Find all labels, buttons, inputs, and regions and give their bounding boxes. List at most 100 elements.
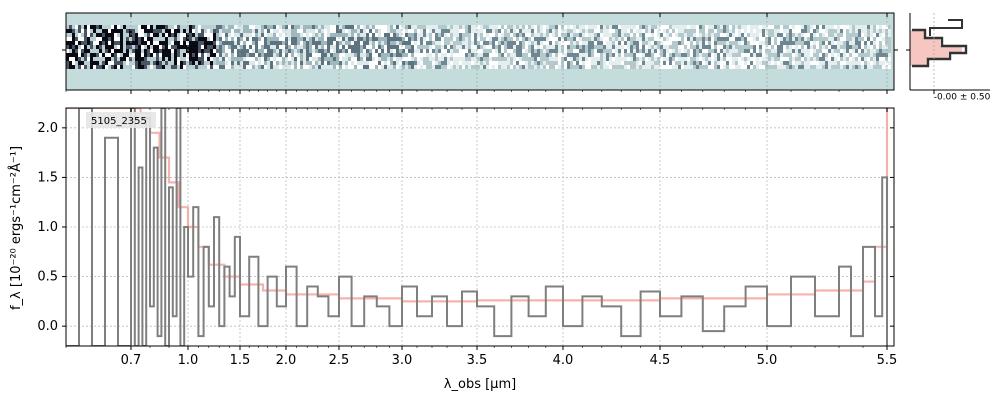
- spectrum-2d-pixel: [525, 65, 528, 69]
- spectrum-2d-pixel: [405, 57, 408, 61]
- spectrum-2d-pixel: [135, 65, 138, 69]
- spectrum-2d-pixel: [390, 65, 393, 69]
- spectrum-2d-pixel: [798, 25, 801, 29]
- spectrum-2d-pixel: [597, 45, 600, 49]
- spectrum-2d-pixel: [573, 41, 576, 45]
- spectrum-2d-pixel: [276, 57, 279, 61]
- spectrum-2d-pixel: [804, 33, 807, 37]
- spectrum-2d-pixel: [735, 57, 738, 61]
- spectrum-2d-pixel: [207, 53, 210, 57]
- spectrum-2d-pixel: [417, 53, 420, 57]
- spectrum-2d-pixel: [174, 65, 177, 69]
- spectrum-2d-pixel: [312, 41, 315, 45]
- spectrum-2d-pixel: [108, 45, 111, 49]
- spectrum-2d-pixel: [708, 57, 711, 61]
- spectrum-2d-pixel: [126, 45, 129, 49]
- x-tick-label: 5.5: [877, 353, 898, 368]
- spectrum-2d-pixel: [498, 41, 501, 45]
- spectrum-2d-pixel: [477, 53, 480, 57]
- spectrum-2d-pixel: [726, 49, 729, 53]
- spectrum-2d-pixel: [864, 33, 867, 37]
- spectrum-2d-pixel: [717, 57, 720, 61]
- spectrum-2d-pixel: [486, 65, 489, 69]
- spectrum-2d-pixel: [390, 61, 393, 65]
- spectrum-2d-pixel: [435, 61, 438, 65]
- spectrum-2d-pixel: [666, 45, 669, 49]
- spectrum-2d-pixel: [804, 37, 807, 41]
- spectrum-2d-pixel: [600, 57, 603, 61]
- spectrum-2d-pixel: [828, 49, 831, 53]
- spectrum-2d-pixel: [465, 65, 468, 69]
- spectrum-2d-pixel: [537, 61, 540, 65]
- spectrum-2d-pixel: [768, 37, 771, 41]
- spectrum-2d-pixel: [189, 65, 192, 69]
- spectrum-2d-pixel: [327, 41, 330, 45]
- spectrum-2d-pixel: [840, 53, 843, 57]
- spectrum-2d-pixel: [879, 53, 882, 57]
- spectrum-2d-pixel: [642, 37, 645, 41]
- spectrum-2d-pixel: [126, 53, 129, 57]
- spectrum-2d-pixel: [450, 61, 453, 65]
- spectrum-2d-pixel: [279, 57, 282, 61]
- spectrum-2d-pixel: [69, 45, 72, 49]
- spectrum-2d-pixel: [216, 49, 219, 53]
- spectrum-2d-pixel: [87, 45, 90, 49]
- spectrum-2d-pixel: [183, 41, 186, 45]
- spectrum-2d-pixel: [651, 49, 654, 53]
- spectrum-2d-pixel: [531, 53, 534, 57]
- spectrum-2d-pixel: [72, 37, 75, 41]
- spectrum-2d-pixel: [339, 37, 342, 41]
- spectrum-2d-pixel: [90, 65, 93, 69]
- spectrum-2d-pixel: [423, 41, 426, 45]
- spectrum-2d-pixel: [513, 57, 516, 61]
- spectrum-2d-pixel: [816, 53, 819, 57]
- spectrum-2d-pixel: [483, 33, 486, 37]
- spectrum-2d-pixel: [204, 45, 207, 49]
- spectrum-2d-pixel: [438, 61, 441, 65]
- spectrum-2d-pixel: [744, 25, 747, 29]
- spectrum-2d-pixel: [567, 53, 570, 57]
- spectrum-2d-pixel: [852, 41, 855, 45]
- spectrum-2d-pixel: [372, 37, 375, 41]
- spectrum-2d-pixel: [597, 53, 600, 57]
- spectrum-2d-pixel: [345, 45, 348, 49]
- spectrum-2d-pixel: [324, 49, 327, 53]
- object-label: 5105_2355: [91, 116, 147, 127]
- spectrum-2d-pixel: [591, 65, 594, 69]
- spectrum-2d-pixel: [711, 25, 714, 29]
- spectrum-2d-pixel: [177, 45, 180, 49]
- spectrum-2d-pixel: [426, 45, 429, 49]
- spectrum-2d-pixel: [705, 33, 708, 37]
- spectrum-2d-pixel: [264, 49, 267, 53]
- spectrum-2d-pixel: [507, 37, 510, 41]
- spectrum-2d-pixel: [798, 49, 801, 53]
- spectrum-2d-pixel: [87, 53, 90, 57]
- spectrum-2d-pixel: [582, 49, 585, 53]
- spectrum-2d-pixel: [744, 41, 747, 45]
- spectrum-2d-frame: [65, 12, 895, 91]
- spectrum-2d-pixel: [510, 41, 513, 45]
- spectrum-2d-pixel: [183, 29, 186, 33]
- spectrum-2d-pixel: [873, 41, 876, 45]
- spectrum-2d-pixel: [453, 45, 456, 49]
- spectrum-2d-pixel: [732, 25, 735, 29]
- spectrum-2d-pixel: [300, 61, 303, 65]
- spectrum-2d-pixel: [291, 29, 294, 33]
- inset-profile-line: [912, 28, 968, 68]
- spectrum-2d-pixel: [408, 57, 411, 61]
- spectrum-2d-pixel: [519, 45, 522, 49]
- spectrum-2d-pixel: [408, 37, 411, 41]
- spectrum-2d-pixel: [207, 25, 210, 29]
- spectrum-2d-pixel: [288, 25, 291, 29]
- spectrum-2d-pixel: [807, 53, 810, 57]
- spectrum-2d-pixel: [210, 37, 213, 41]
- spectrum-2d-pixel: [417, 65, 420, 69]
- spectrum-2d-pixel: [66, 33, 69, 37]
- spectrum-2d-pixel: [585, 33, 588, 37]
- spectrum-2d-pixel: [288, 37, 291, 41]
- spectrum-2d-pixel: [336, 29, 339, 33]
- spectrum-2d-pixel: [534, 37, 537, 41]
- spectrum-2d-pixel: [138, 45, 141, 49]
- spectrum-2d-pixel: [495, 29, 498, 33]
- spectrum-2d-pixel: [129, 33, 132, 37]
